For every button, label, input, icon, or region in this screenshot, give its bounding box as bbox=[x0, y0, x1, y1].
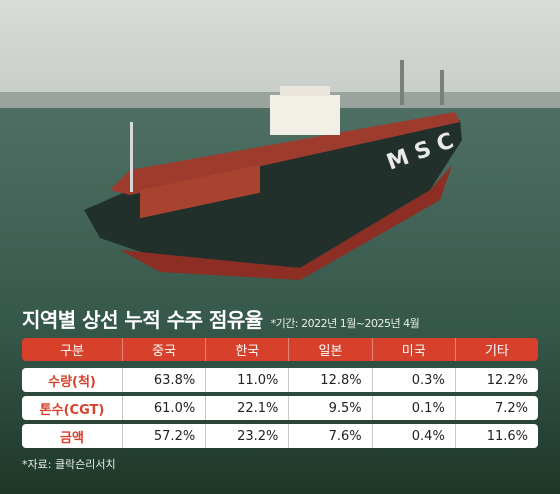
value-cell: 0.1% bbox=[371, 396, 455, 420]
header-cell: 구분 bbox=[60, 344, 84, 359]
value-cell: 12.2% bbox=[454, 368, 538, 392]
value-cell: 0.3% bbox=[371, 368, 455, 392]
period-note: *기간: 2022년 1월~2025년 4월 bbox=[270, 317, 420, 330]
value-cell: 11.6% bbox=[454, 424, 538, 448]
row-label: 톤수(CGT) bbox=[39, 402, 105, 418]
value-cell: 61.0% bbox=[122, 396, 205, 420]
title-block: 지역별 상선 누적 수주 점유율 *기간: 2022년 1월~2025년 4월 bbox=[22, 304, 420, 333]
header-cell: 중국 bbox=[122, 338, 205, 361]
value-cell: 11.0% bbox=[205, 368, 288, 392]
table-row: 수량(척) 63.8% 11.0% 12.8% 0.3% 12.2% bbox=[22, 368, 538, 392]
table-row: 금액 57.2% 23.2% 7.6% 0.4% 11.6% bbox=[22, 424, 538, 448]
value-cell: 63.8% bbox=[122, 368, 205, 392]
row-label: 금액 bbox=[60, 430, 84, 446]
header-cell: 일본 bbox=[288, 338, 371, 361]
source: *자료: 클락슨리서치 bbox=[22, 458, 116, 471]
header-cell: 한국 bbox=[205, 338, 288, 361]
value-cell: 22.1% bbox=[205, 396, 288, 420]
value-cell: 12.8% bbox=[288, 368, 371, 392]
table-row: 톤수(CGT) 61.0% 22.1% 9.5% 0.1% 7.2% bbox=[22, 396, 538, 420]
value-cell: 7.2% bbox=[454, 396, 538, 420]
value-cell: 0.4% bbox=[371, 424, 455, 448]
value-cell: 23.2% bbox=[205, 424, 288, 448]
header-cell: 기타 bbox=[454, 338, 538, 361]
value-cell: 7.6% bbox=[288, 424, 371, 448]
title: 지역별 상선 누적 수주 점유율 bbox=[22, 308, 263, 332]
value-cell: 57.2% bbox=[122, 424, 205, 448]
header-row: 구분 중국 한국 일본 미국 기타 bbox=[22, 338, 538, 361]
header-cell: 미국 bbox=[371, 338, 455, 361]
row-label: 수량(척) bbox=[48, 374, 96, 390]
value-cell: 9.5% bbox=[288, 396, 371, 420]
